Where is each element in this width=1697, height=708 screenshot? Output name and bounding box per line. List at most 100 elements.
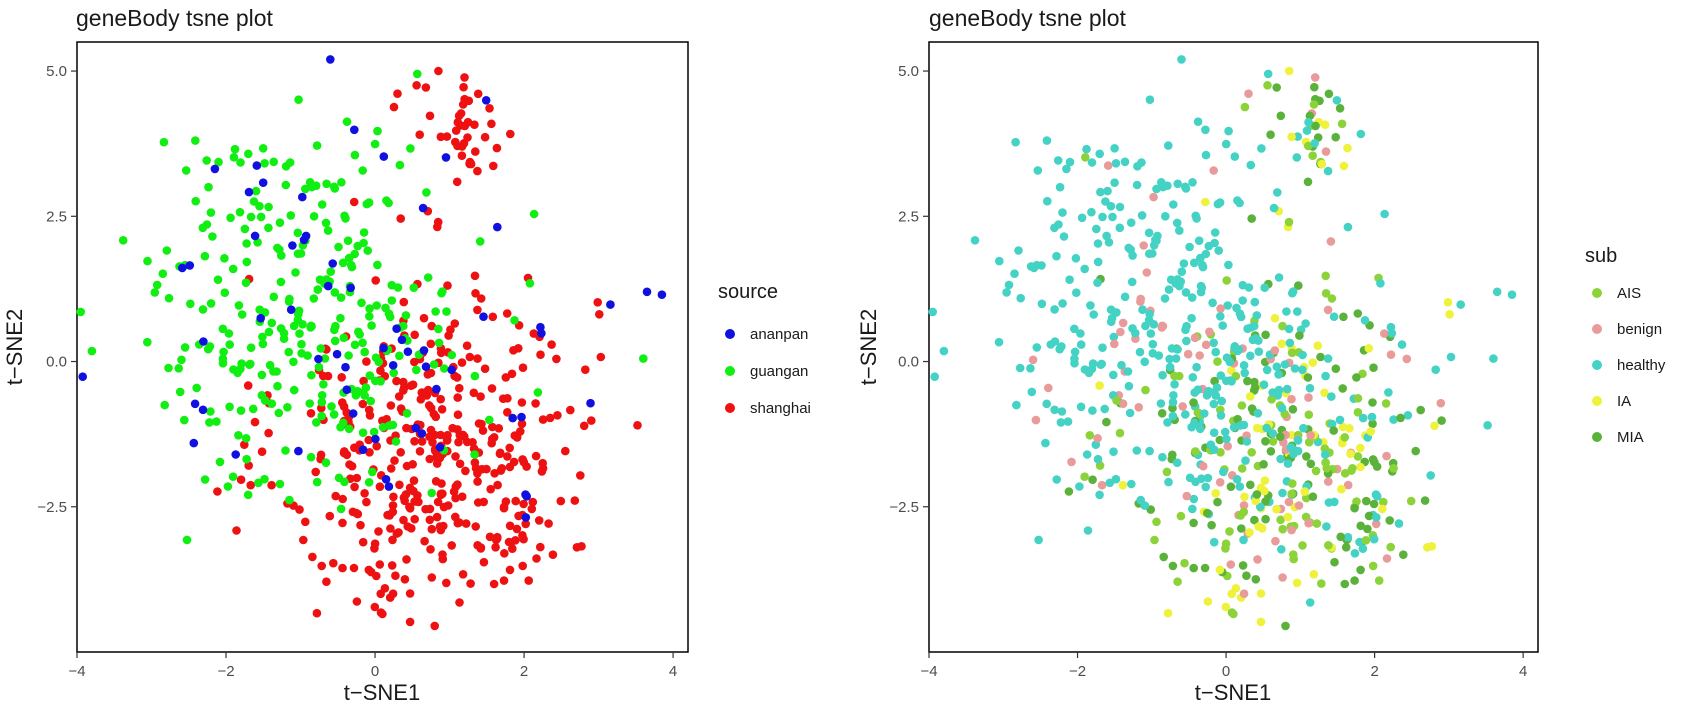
data-point-benign (1067, 457, 1076, 467)
data-point-guangan (317, 391, 327, 400)
data-point-shanghai (452, 177, 462, 187)
data-point-healthy (1249, 321, 1259, 331)
data-point-healthy (1367, 412, 1377, 422)
data-point-shanghai (388, 535, 397, 545)
data-point-shanghai (349, 563, 359, 573)
plot-panel-border (928, 41, 1539, 653)
data-point-healthy (1201, 125, 1210, 135)
data-point-guangan (338, 258, 348, 268)
data-point-healthy (1109, 370, 1118, 380)
data-point-benign (1324, 477, 1333, 486)
data-point-IA (1203, 597, 1213, 606)
data-point-shanghai (405, 502, 414, 512)
data-point-healthy (1084, 368, 1094, 378)
data-point-healthy (1062, 164, 1071, 174)
data-point-shanghai (386, 401, 396, 410)
data-point-shanghai (579, 421, 589, 431)
y-tick-label: −2.5 (37, 499, 67, 516)
data-point-guangan (291, 268, 300, 277)
legend-swatch-benign (1592, 324, 1602, 334)
data-point-healthy (1282, 307, 1291, 316)
data-point-IA (1256, 589, 1266, 598)
data-point-MIA (1416, 405, 1425, 415)
data-point-healthy (1282, 384, 1292, 394)
data-point-guangan (164, 293, 174, 303)
legend-swatch-shanghai (725, 403, 735, 413)
data-point-IA (1313, 341, 1323, 351)
data-point-healthy (1083, 526, 1093, 535)
data-point-AIS (1321, 289, 1331, 298)
data-point-healthy (1164, 141, 1173, 150)
data-point-shanghai (593, 298, 602, 307)
data-point-guangan (475, 237, 485, 246)
data-point-healthy (1111, 474, 1121, 484)
data-point-IA (1309, 570, 1319, 579)
data-point-shanghai (473, 477, 482, 486)
data-point-guangan (317, 200, 327, 209)
data-point-shanghai (399, 297, 409, 307)
data-point-healthy (1065, 275, 1074, 285)
data-point-IA (1317, 159, 1327, 169)
data-point-guangan (350, 340, 360, 350)
data-point-healthy (1222, 376, 1231, 386)
data-point-guangan (285, 158, 295, 167)
data-point-shanghai (388, 501, 398, 510)
data-point-guangan (330, 325, 339, 335)
data-point-ananpan (358, 445, 368, 455)
data-point-shanghai (532, 554, 541, 563)
data-point-benign (1103, 161, 1113, 170)
data-point-guangan (525, 279, 535, 288)
data-point-guangan (382, 196, 391, 205)
data-point-guangan (276, 277, 286, 287)
data-point-healthy (1120, 157, 1130, 167)
data-point-healthy (1072, 288, 1081, 298)
data-point-healthy (1127, 479, 1136, 489)
data-point-AIS (1150, 535, 1159, 545)
data-point-shanghai (415, 130, 425, 139)
data-point-healthy (1076, 402, 1086, 412)
data-point-shanghai (410, 437, 419, 446)
data-point-shanghai (492, 143, 502, 153)
data-point-healthy (1191, 211, 1200, 221)
data-point-shanghai (416, 395, 426, 404)
data-point-healthy (1042, 136, 1052, 145)
data-point-shanghai (521, 519, 530, 529)
data-point-AIS (1237, 401, 1247, 410)
data-point-guangan (284, 347, 294, 357)
data-point-healthy (1052, 251, 1061, 261)
data-point-MIA (1261, 437, 1270, 446)
data-point-healthy (1276, 454, 1285, 464)
data-point-IA (1211, 489, 1220, 498)
data-point-healthy (1177, 55, 1186, 64)
data-point-healthy (1244, 283, 1254, 292)
data-point-shanghai (213, 487, 222, 496)
data-point-MIA (1261, 330, 1270, 340)
data-point-healthy (1203, 473, 1213, 483)
data-point-shanghai (338, 398, 347, 407)
data-point-healthy (1254, 347, 1264, 357)
data-point-benign (1216, 304, 1225, 313)
data-point-healthy (1224, 126, 1233, 136)
data-point-IA (1366, 427, 1376, 436)
data-point-shanghai (633, 421, 642, 430)
x-tick-label: 0 (371, 663, 379, 680)
data-point-MIA (1242, 571, 1251, 580)
data-point-guangan (389, 368, 399, 378)
data-point-healthy (1056, 418, 1066, 427)
data-point-healthy (1216, 371, 1226, 380)
data-point-healthy (1128, 251, 1137, 260)
data-point-ananpan (388, 361, 398, 370)
data-point-shanghai (566, 405, 575, 415)
data-point-benign (1201, 340, 1211, 350)
data-point-guangan (334, 242, 343, 252)
data-point-guangan (241, 278, 251, 288)
data-point-shanghai (514, 344, 523, 353)
data-point-shanghai (412, 81, 421, 90)
data-point-MIA (1288, 405, 1298, 414)
data-point-IA (1245, 528, 1254, 537)
data-point-ananpan (379, 343, 388, 353)
data-point-healthy (1065, 157, 1075, 167)
data-point-shanghai (587, 416, 596, 425)
data-point-MIA (1352, 373, 1361, 382)
data-point-ananpan (258, 178, 268, 187)
